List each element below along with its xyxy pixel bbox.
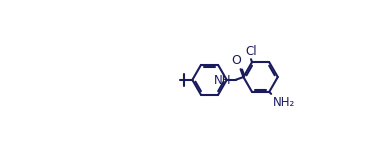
Text: O: O: [232, 54, 242, 67]
Text: Cl: Cl: [245, 45, 257, 58]
Text: NH₂: NH₂: [273, 96, 295, 109]
Text: NH: NH: [214, 74, 232, 87]
